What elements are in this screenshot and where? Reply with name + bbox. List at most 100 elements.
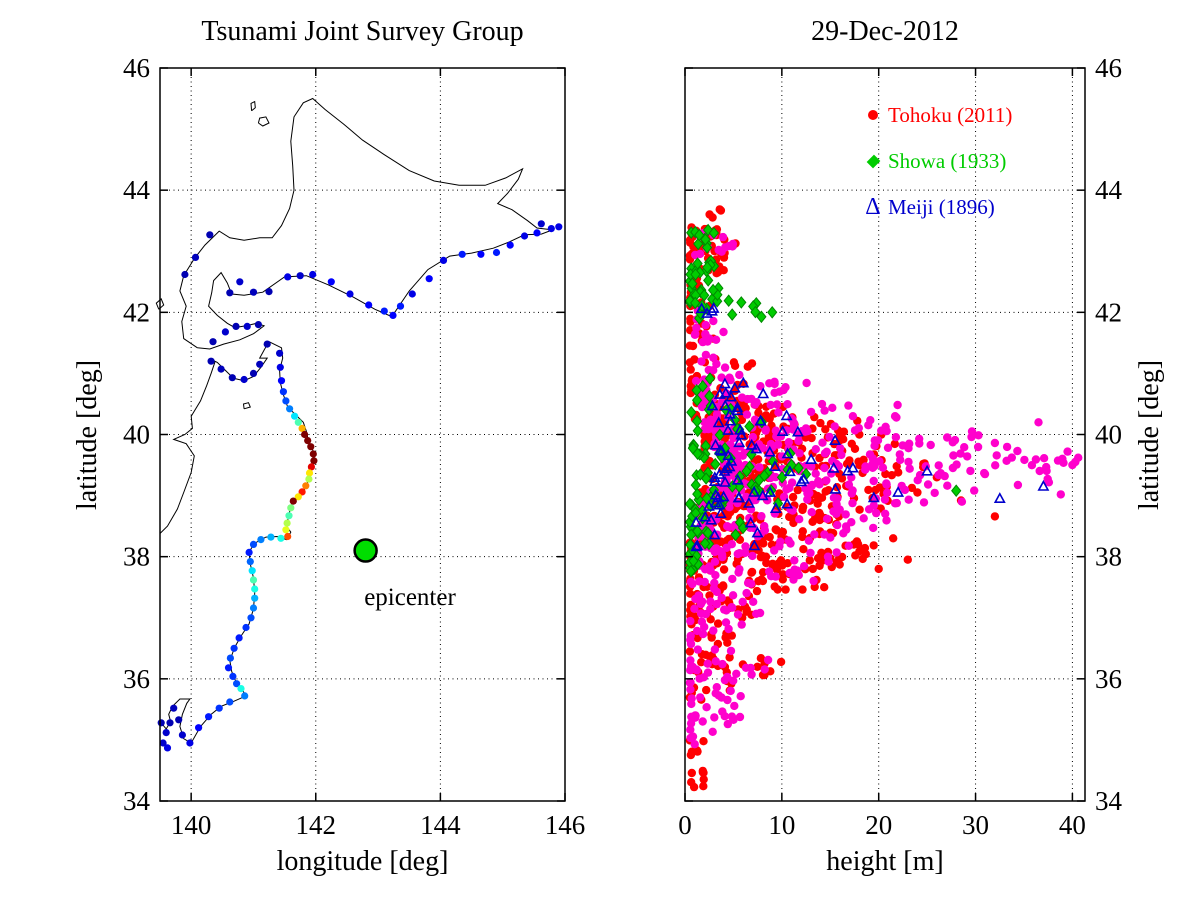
survey-point [277, 534, 285, 542]
data-point [1027, 461, 1037, 470]
data-point [811, 469, 820, 478]
data-point [710, 457, 721, 471]
survey-point [302, 482, 310, 490]
data-point [698, 717, 707, 726]
data-point [960, 443, 969, 452]
filled-diamond-icon [866, 154, 880, 168]
data-point [835, 505, 844, 514]
data-point [881, 469, 890, 479]
data-point [735, 370, 744, 380]
data-point [943, 433, 952, 442]
survey-point [307, 463, 315, 471]
data-point [709, 438, 722, 450]
data-point [717, 593, 726, 602]
data-point [887, 471, 896, 480]
data-point [700, 233, 711, 246]
data-point [692, 323, 701, 333]
data-point [723, 460, 736, 472]
data-point [714, 443, 727, 455]
data-point [763, 445, 776, 457]
survey-point [257, 536, 265, 544]
data-point [798, 527, 807, 536]
data-point [687, 768, 696, 778]
survey-point [380, 307, 388, 315]
survey-point [287, 504, 295, 512]
survey-point [226, 289, 234, 297]
data-point [815, 561, 824, 570]
survey-point [458, 250, 466, 258]
left-panel-title: Tsunami Joint Survey Group [201, 16, 524, 47]
data-point [690, 506, 701, 520]
data-point [904, 495, 913, 504]
data-point [803, 489, 812, 498]
data-point [786, 539, 795, 548]
data-point [756, 489, 769, 501]
data-point [747, 359, 757, 368]
data-point [772, 400, 782, 409]
survey-point [263, 340, 271, 348]
data-point [890, 439, 899, 449]
data-point [693, 237, 704, 251]
data-point [758, 443, 767, 453]
data-point [686, 678, 695, 687]
data-point [695, 577, 704, 586]
data-point [730, 701, 739, 711]
data-point [967, 432, 976, 442]
data-point [833, 494, 842, 503]
data-point [948, 438, 957, 447]
data-point [844, 541, 853, 550]
data-point [951, 484, 962, 497]
data-point [725, 653, 734, 662]
data-point [691, 594, 700, 604]
data-point [770, 509, 779, 518]
data-point [821, 487, 830, 496]
data-point [686, 639, 696, 649]
data-point [686, 631, 695, 641]
survey-point [506, 241, 514, 249]
x-tick-label: 140 [171, 810, 212, 840]
data-point [725, 390, 738, 402]
data-point [724, 522, 733, 532]
data-point [776, 471, 788, 484]
data-point [963, 452, 972, 461]
data-point [728, 381, 741, 393]
survey-point [389, 311, 397, 319]
data-point [785, 568, 794, 578]
data-point [712, 599, 722, 609]
legend-label-tohoku: Tohoku (2011) [888, 102, 1013, 127]
data-point [706, 399, 719, 411]
survey-point [309, 270, 317, 279]
data-point [859, 514, 868, 523]
data-point [686, 725, 695, 734]
data-point [699, 775, 708, 784]
data-point [807, 482, 816, 491]
epicenter-marker [353, 538, 378, 563]
data-point [748, 485, 761, 497]
data-point [877, 426, 886, 435]
data-point [847, 489, 856, 498]
data-point [930, 488, 939, 498]
data-point [712, 416, 725, 428]
data-point [873, 436, 883, 445]
x-tick-label: 144 [420, 810, 461, 840]
data-point [701, 320, 710, 330]
survey-point [298, 488, 306, 496]
survey-point [346, 290, 354, 298]
survey-point [228, 374, 236, 382]
data-point [766, 400, 775, 410]
data-point [708, 226, 720, 240]
data-point [926, 440, 935, 450]
data-point [742, 496, 755, 508]
data-point [753, 662, 762, 671]
data-point [757, 387, 770, 399]
data-point [720, 363, 730, 372]
data-point [883, 488, 892, 497]
data-point [718, 483, 728, 492]
data-point [795, 515, 804, 524]
data-point [701, 350, 711, 360]
data-point [811, 445, 820, 454]
data-point [723, 719, 732, 729]
data-point [864, 505, 874, 514]
data-point [704, 372, 716, 385]
